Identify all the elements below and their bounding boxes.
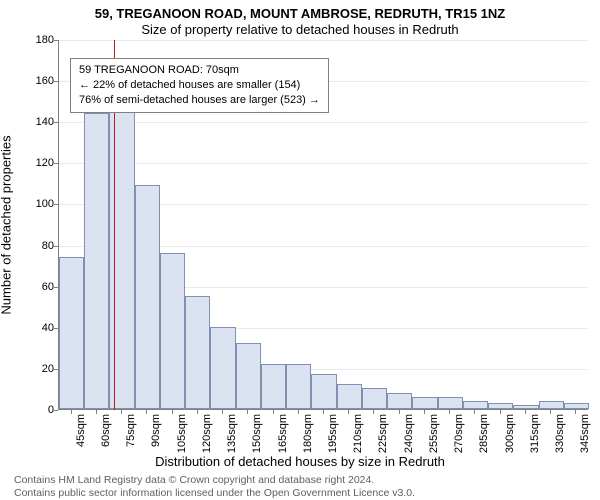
x-tick-mark [121,410,122,414]
x-tick-mark [273,410,274,414]
x-tick-mark [197,410,198,414]
x-tick-mark [525,410,526,414]
x-tick-label: 180sqm [302,414,314,453]
y-tick-label: 60 [14,281,54,293]
x-tick-label: 135sqm [226,414,238,453]
bar [412,397,437,409]
x-tick-mark [399,410,400,414]
attribution: Contains HM Land Registry data © Crown c… [14,474,415,500]
y-tick-mark [54,246,58,247]
x-axis-label: Distribution of detached houses by size … [0,454,600,469]
chart-container: { "chart": { "type": "histogram", "title… [0,0,600,500]
x-tick-mark [71,410,72,414]
y-tick-mark [54,163,58,164]
y-tick-label: 180 [14,34,54,46]
x-tick-label: 150sqm [251,414,263,453]
x-tick-label: 90sqm [150,414,162,447]
x-tick-mark [323,410,324,414]
annotation-line2: ← 22% of detached houses are smaller (15… [79,78,320,93]
y-axis-label: Number of detached properties [0,135,14,314]
y-tick-mark [54,287,58,288]
x-tick-label: 270sqm [453,414,465,453]
y-tick-mark [54,410,58,411]
y-tick-label: 100 [14,198,54,210]
x-tick-label: 75sqm [125,414,137,447]
bar [261,364,286,409]
bar [236,343,261,409]
y-tick-mark [54,369,58,370]
x-tick-label: 240sqm [403,414,415,453]
x-tick-label: 255sqm [428,414,440,453]
x-tick-label: 60sqm [100,414,112,447]
x-tick-mark [298,410,299,414]
y-tick-mark [54,204,58,205]
x-tick-mark [146,410,147,414]
y-tick-label: 160 [14,75,54,87]
annotation-line3: 76% of semi-detached houses are larger (… [79,93,320,108]
y-tick-label: 120 [14,157,54,169]
x-tick-mark [474,410,475,414]
bar [362,388,387,409]
chart-title-line1: 59, TREGANOON ROAD, MOUNT AMBROSE, REDRU… [0,6,600,21]
x-tick-label: 210sqm [352,414,364,453]
x-tick-label: 120sqm [201,414,213,453]
bar [59,257,84,409]
y-tick-label: 80 [14,240,54,252]
x-tick-mark [575,410,576,414]
y-tick-label: 40 [14,322,54,334]
bar [185,296,210,409]
bar [387,393,412,409]
x-tick-mark [172,410,173,414]
annotation-box: 59 TREGANOON ROAD: 70sqm ← 22% of detach… [70,58,329,113]
bar [286,364,311,409]
x-tick-label: 330sqm [554,414,566,453]
bar [160,253,185,409]
x-tick-mark [373,410,374,414]
x-tick-mark [500,410,501,414]
bar [564,403,589,409]
bar [463,401,488,409]
attribution-line2: Contains public sector information licen… [14,487,415,500]
x-tick-label: 45sqm [75,414,87,447]
y-tick-label: 140 [14,116,54,128]
bar [135,185,160,409]
chart-title-line2: Size of property relative to detached ho… [0,22,600,37]
bar [539,401,564,409]
y-tick-mark [54,122,58,123]
x-tick-label: 195sqm [327,414,339,453]
x-tick-mark [550,410,551,414]
bar [311,374,336,409]
x-tick-mark [424,410,425,414]
x-tick-mark [449,410,450,414]
x-tick-label: 285sqm [478,414,490,453]
x-tick-mark [222,410,223,414]
bar [210,327,235,409]
x-tick-label: 105sqm [176,414,188,453]
x-tick-mark [96,410,97,414]
x-tick-mark [247,410,248,414]
x-tick-mark [348,410,349,414]
y-tick-mark [54,40,58,41]
x-tick-label: 345sqm [579,414,591,453]
bar [488,403,513,409]
bar [513,405,538,409]
y-tick-label: 20 [14,363,54,375]
attribution-line1: Contains HM Land Registry data © Crown c… [14,474,415,487]
annotation-line1: 59 TREGANOON ROAD: 70sqm [79,63,320,78]
x-tick-label: 165sqm [277,414,289,453]
bar [337,384,362,409]
bar [84,113,109,409]
y-tick-mark [54,328,58,329]
bar [438,397,463,409]
y-tick-mark [54,81,58,82]
x-tick-label: 315sqm [529,414,541,453]
x-tick-label: 300sqm [504,414,516,453]
y-tick-label: 0 [14,404,54,416]
x-tick-label: 225sqm [377,414,389,453]
